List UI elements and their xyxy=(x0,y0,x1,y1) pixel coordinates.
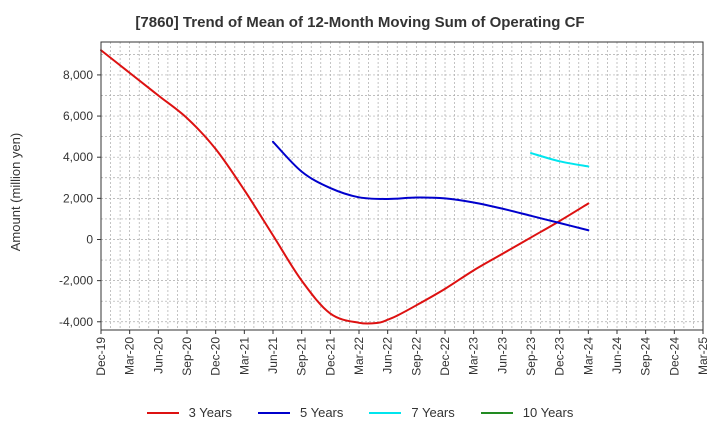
x-tick-label: Jun-21 xyxy=(266,337,280,374)
legend-label-5-years: 5 Years xyxy=(300,405,344,420)
x-tick-label: Mar-21 xyxy=(237,337,251,375)
series-line-7-years xyxy=(530,152,590,168)
x-tick-label: Sep-22 xyxy=(409,337,423,376)
x-tick-label: Jun-20 xyxy=(151,337,165,374)
legend-label-7-years: 7 Years xyxy=(411,405,455,420)
legend: 3 Years 5 Years 7 Years 10 Years xyxy=(0,405,720,420)
legend-label-3-years: 3 Years xyxy=(188,405,232,420)
y-tick-label: 6,000 xyxy=(63,109,93,123)
y-tick-label: 2,000 xyxy=(63,191,93,205)
legend-item-7-years: 7 Years xyxy=(369,405,455,420)
legend-swatch-10-years xyxy=(480,411,513,414)
legend-label-10-years: 10 Years xyxy=(522,405,574,420)
chart-title: [7860] Trend of Mean of 12-Month Moving … xyxy=(135,14,585,31)
x-tick-label: Mar-23 xyxy=(467,337,481,375)
x-tick-label: Jun-23 xyxy=(495,337,509,374)
series-line-3-years xyxy=(100,49,590,325)
legend-swatch-5-years xyxy=(258,411,290,414)
x-tick-label: Dec-23 xyxy=(553,337,567,376)
legend-swatch-7-years xyxy=(369,411,402,414)
x-tick-label: Sep-24 xyxy=(639,337,653,376)
x-tick-label: Sep-23 xyxy=(524,337,538,376)
y-tick-label: 4,000 xyxy=(63,150,93,164)
x-tick-label: Dec-19 xyxy=(94,337,108,376)
x-tick-label: Sep-21 xyxy=(295,337,309,376)
y-tick-label: -2,000 xyxy=(59,274,93,288)
legend-item-3-years: 3 Years xyxy=(146,405,232,420)
y-tick-label: 0 xyxy=(86,232,93,246)
x-tick-label: Dec-24 xyxy=(667,337,681,376)
x-tick-label: Jun-24 xyxy=(610,337,624,374)
x-tick-label: Dec-22 xyxy=(438,337,452,376)
y-axis-label: Amount (million yen) xyxy=(8,133,23,252)
series-line-5-years xyxy=(272,140,590,232)
legend-item-5-years: 5 Years xyxy=(258,405,343,420)
x-tick-label: Sep-20 xyxy=(180,337,194,376)
y-tick-label: 8,000 xyxy=(63,68,93,82)
legend-swatch-3-years xyxy=(146,411,179,414)
x-tick-label: Mar-22 xyxy=(352,337,366,375)
x-tick-label: Dec-20 xyxy=(209,337,223,376)
plot-frame xyxy=(100,41,704,331)
legend-item-10-years: 10 Years xyxy=(480,405,574,420)
x-tick-label: Mar-25 xyxy=(696,337,710,375)
x-tick-label: Jun-22 xyxy=(381,337,395,374)
x-tick-label: Dec-21 xyxy=(323,337,337,376)
x-tick-label: Mar-20 xyxy=(123,337,137,375)
x-tick-label: Mar-24 xyxy=(581,337,595,375)
y-tick-label: -4,000 xyxy=(59,315,93,329)
